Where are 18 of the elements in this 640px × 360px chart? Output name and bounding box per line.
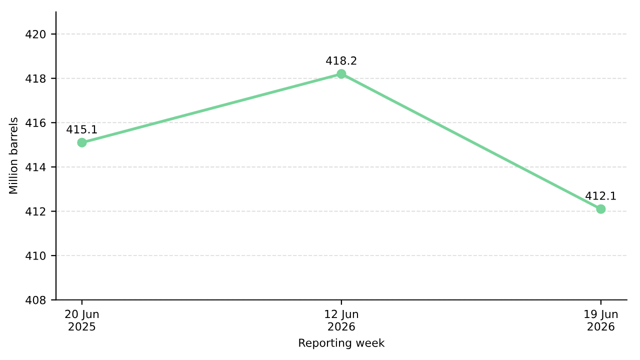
point <box>77 138 87 148</box>
y-axis-title: Million barrels <box>8 118 18 194</box>
point <box>596 204 606 214</box>
y-tick-label: 418 <box>26 74 46 83</box>
data-label: 415.1 <box>66 125 97 134</box>
data-label: 418.2 <box>326 56 356 65</box>
y-tick-label: 416 <box>26 118 46 128</box>
point <box>336 69 346 79</box>
x-axis-title: Reporting week <box>299 338 385 350</box>
y-tick-label: 408 <box>26 296 46 304</box>
x-tick-label: 20 Jun 2025 <box>65 310 99 331</box>
x-tick-label: 12 Jun 2026 <box>325 310 358 331</box>
y-tick-label: 414 <box>26 163 46 172</box>
y-tick-label: 412 <box>26 207 46 216</box>
data-label: 412.1 <box>586 192 616 200</box>
y-tick-label: 420 <box>26 30 46 38</box>
y-tick-label: 410 <box>26 252 46 260</box>
x-tick-label: 19 Jun 2026 <box>584 310 618 331</box>
